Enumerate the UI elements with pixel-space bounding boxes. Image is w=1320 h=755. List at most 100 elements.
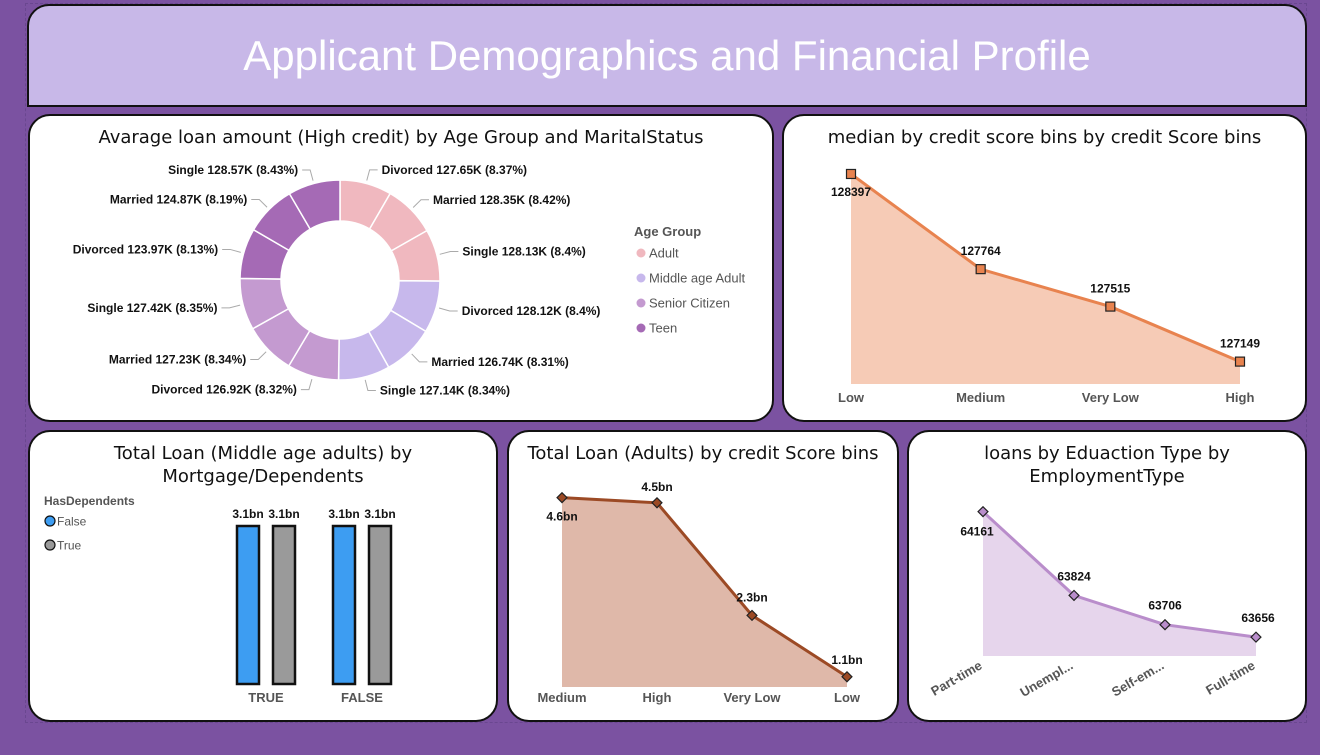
data-label: 1.1bn — [831, 653, 862, 667]
donut-leader-line — [250, 351, 267, 360]
education-chart-title: loans by Eduaction Type by EmploymentTyp… — [909, 442, 1305, 488]
education-area-chart[interactable]: 64161 Part-time 63824 Unempl... 63706 Self-em… — [909, 432, 1307, 722]
legend-marker — [44, 515, 56, 527]
education-title-line1: loans by Eduaction Type by — [984, 443, 1230, 464]
donut-slice-label: Single 127.42K (8.35%) — [87, 301, 217, 315]
mortgage-chart-card[interactable]: Total Loan (Middle age adults) by Mortga… — [28, 430, 498, 722]
donut-chart-title: Avarage loan amount (High credit) by Age… — [98, 127, 704, 148]
mortgage-title-line1: Total Loan (Middle age adults) by — [113, 443, 413, 464]
x-tick-label: TRUE — [248, 690, 284, 705]
donut-leader-line — [300, 378, 313, 391]
x-tick-label: High — [1226, 390, 1255, 405]
data-point — [1250, 631, 1262, 643]
donut-legend-item: Middle age Adult — [649, 271, 746, 286]
bar — [367, 524, 393, 686]
mortgage-chart-title: Total Loan (Middle age adults) by Mortga… — [30, 442, 496, 488]
area-fill — [851, 173, 1240, 384]
donut-legend-title: Age Group — [634, 224, 701, 239]
median-area-chart[interactable]: 128397 Low 127764 Medium 127515 Very Low 12714… — [784, 116, 1307, 422]
donut-slice-label: Divorced 128.12K (8.4%) — [462, 304, 601, 318]
x-tick-label: Low — [834, 690, 861, 705]
mortgage-title-line2: Mortgage/Dependents — [162, 466, 364, 487]
donut-leader-line — [439, 251, 459, 255]
data-label: 2.3bn — [736, 590, 767, 604]
x-tick-label: Self-em... — [1109, 658, 1167, 700]
mortgage-legend-item: True — [57, 539, 82, 553]
x-tick-label: Medium — [956, 390, 1005, 405]
series-line — [981, 510, 1257, 639]
x-tick-label: High — [643, 690, 672, 705]
bar — [235, 524, 261, 686]
x-tick-label: Medium — [537, 690, 586, 705]
data-label: 128397 — [831, 185, 871, 199]
data-point — [841, 670, 853, 683]
donut-slice-label: Single 128.13K (8.4%) — [462, 245, 585, 259]
donut-slice-label: Married 126.74K (8.31%) — [431, 355, 568, 369]
donut-leader-line — [222, 248, 241, 253]
data-point — [977, 505, 989, 518]
data-label: 4.6bn — [546, 510, 577, 524]
donut-leader-line — [438, 307, 458, 312]
bar — [271, 524, 297, 686]
median-chart-card[interactable]: median by credit score bins by credit Sc… — [782, 114, 1307, 422]
mortgage-bar-chart[interactable]: HasDependents False True 3.1bn 3.1bn TRUE 3.1b… — [30, 432, 498, 722]
legend-marker — [636, 298, 646, 308]
data-point — [746, 609, 758, 622]
data-point — [556, 491, 568, 504]
x-tick-label: FALSE — [341, 690, 383, 705]
donut-legend-item: Adult — [649, 246, 679, 261]
series-line — [850, 172, 1241, 363]
donut-slice-label: Married 127.23K (8.34%) — [109, 352, 246, 366]
data-label: 127149 — [1220, 337, 1260, 351]
donut-legend-item: Teen — [649, 321, 677, 336]
donut-leader-line — [364, 379, 376, 392]
data-point — [651, 496, 663, 509]
donut-leader-line — [221, 304, 241, 309]
donut-chart-card[interactable]: Avarage loan amount (High credit) by Age… — [28, 114, 774, 422]
adults-area-chart[interactable]: 4.6bn Medium 4.5bn High 2.3bn Very Low 1.1bn Lo… — [509, 432, 899, 722]
mortgage-legend-title: HasDependents — [44, 494, 135, 508]
donut-leader-line — [412, 199, 430, 208]
data-point — [1159, 618, 1171, 631]
legend-marker — [636, 323, 646, 333]
donut-slice-label: Married 124.87K (8.19%) — [110, 193, 247, 207]
data-label: 127764 — [961, 244, 1001, 258]
bar-value-label: 3.1bn — [232, 507, 263, 521]
donut-slice-label: Married 128.35K (8.42%) — [433, 193, 570, 207]
donut-leader-line — [302, 169, 314, 181]
legend-marker — [44, 539, 56, 551]
data-point — [1105, 301, 1116, 312]
data-label: 4.5bn — [641, 480, 672, 494]
legend-marker — [636, 248, 646, 258]
donut-slice-label: Divorced 123.97K (8.13%) — [73, 242, 218, 256]
legend-marker — [636, 273, 646, 283]
data-label: 63824 — [1057, 569, 1091, 583]
area-fill — [983, 511, 1256, 656]
donut-slice-label: Single 127.14K (8.34%) — [380, 384, 510, 398]
adults-chart-card[interactable]: Total Loan (Adults) by credit Score bins… — [507, 430, 899, 722]
data-label: 64161 — [960, 525, 994, 539]
dashboard-header: Applicant Demographics and Financial Pro… — [27, 4, 1307, 107]
donut-leader-line — [411, 353, 428, 363]
data-point — [1234, 356, 1246, 367]
mortgage-legend-item: False — [57, 515, 87, 529]
donut-slice-label: Divorced 126.92K (8.32%) — [152, 383, 297, 397]
median-chart-title: median by credit score bins by credit Sc… — [827, 127, 1262, 148]
bar-value-label: 3.1bn — [364, 507, 395, 521]
x-tick-label: Low — [838, 390, 865, 405]
donut-slice-label: Divorced 127.65K (8.37%) — [382, 163, 527, 177]
dashboard-title: Applicant Demographics and Financial Pro… — [243, 31, 1091, 79]
donut-legend-item: Senior Citizen — [649, 296, 730, 311]
donut-slice-label: Single 128.57K (8.43%) — [168, 163, 298, 177]
education-chart-card[interactable]: loans by Eduaction Type by EmploymentTyp… — [907, 430, 1307, 722]
donut-leader-line — [366, 169, 378, 181]
data-point — [1068, 589, 1080, 602]
area-fill — [562, 497, 847, 687]
x-tick-label: Unempl... — [1017, 658, 1075, 700]
data-label: 63706 — [1148, 599, 1182, 613]
adults-chart-title: Total Loan (Adults) by credit Score bins — [527, 443, 879, 464]
bar-value-label: 3.1bn — [328, 507, 359, 521]
data-point — [845, 168, 857, 180]
donut-chart[interactable]: Divorced 127.65K (8.37%) Married 128.35K … — [30, 116, 774, 422]
x-tick-label: Very Low — [723, 690, 781, 705]
